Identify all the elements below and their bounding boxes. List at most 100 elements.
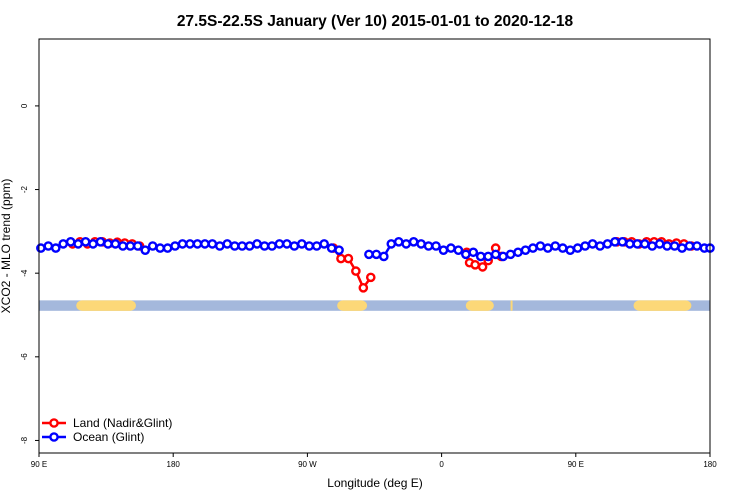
ocean-point [73,239,83,249]
ocean-point [654,239,665,249]
x-tick-label: 180 [167,460,181,469]
ocean-point [520,245,531,255]
legend-label: Ocean (Glint) [73,430,144,444]
ocean-point [580,241,590,251]
ocean-point [543,243,553,253]
plot-frame [38,38,711,454]
x-tick-label: 90 W [298,460,317,469]
ocean-point [207,239,218,249]
ocean-point [222,239,233,249]
legend-label: Land (Nadir&Glint) [73,416,172,430]
ocean-point [58,239,69,249]
x-tick-label: 180 [703,460,717,469]
ocean-point [647,241,658,251]
land-band-segment [76,300,136,311]
ocean-point [416,239,426,249]
ocean-point [140,245,151,255]
y-tick-label: -4 [20,269,29,277]
ocean-point [297,239,307,249]
ocean-point [192,239,203,249]
legend-swatch-marker [49,418,59,428]
ocean-point [177,239,188,249]
ocean-point [43,241,54,251]
y-tick-label: -8 [20,436,29,444]
ocean-point [490,249,501,260]
land-band-segment [465,300,494,311]
land-point [343,253,354,264]
ocean-point [393,237,404,247]
ocean-point [379,251,389,262]
land-band-segment [510,300,513,311]
ocean-point [103,239,113,249]
ocean-point [528,243,538,253]
ocean-point [639,239,650,249]
ocean-point [632,239,643,249]
ocean-point [326,243,337,253]
ocean-point [252,239,262,249]
ocean-point [692,241,702,251]
ocean-point [267,241,277,251]
ocean-point [214,241,225,251]
ocean-point [431,241,441,251]
ocean-point [401,239,411,249]
ocean-point [662,241,672,251]
land-point [358,283,369,293]
ocean-point [557,243,568,253]
ocean-point [282,239,292,249]
ocean-point [386,239,397,249]
ocean-point [50,243,61,253]
ocean-point [132,241,143,251]
ocean-point [677,243,687,253]
ocean-point [595,241,605,251]
ocean-point [423,241,434,251]
land-point [336,253,346,264]
ocean-point [587,239,598,249]
ocean-point [229,241,240,251]
ocean-point [118,241,128,251]
ocean-point [453,245,464,255]
ocean-point [319,239,329,249]
ocean-point [498,251,508,262]
ocean-point [155,243,165,253]
x-tick-label: 90 E [31,460,47,469]
land-point [470,260,480,270]
x-tick-label: 0 [439,460,444,469]
land-point [351,266,361,276]
ocean-point [65,237,76,247]
land-band-segment [337,300,368,311]
ocean-point [550,241,561,251]
ocean-point [669,241,680,251]
legend-item-ocean: Ocean (Glint) [42,430,144,444]
ocean-point [475,251,486,262]
ocean-point [95,237,106,247]
ocean-point [565,245,576,255]
ocean-point [408,237,419,247]
series-layer [36,237,715,293]
ocean-point [468,247,479,258]
legend-swatch-marker [49,432,59,442]
y-tick-label: -6 [20,353,29,361]
ocean-band [39,300,710,311]
legend-item-land: Land (Nadir&Glint) [42,416,172,430]
ocean-point [684,241,695,251]
ocean-point [535,241,546,251]
ocean-point [237,241,247,251]
ocean-point [304,241,315,251]
chart-title: 27.5S-22.5S January (Ver 10) 2015-01-01 … [177,13,574,30]
x-axis: 90 E 180 90 W 0 90 E 180 [31,453,717,469]
ocean-point [617,237,628,247]
ocean-point [483,251,493,262]
y-tick-label: -2 [20,185,29,193]
ocean-point [259,241,270,251]
ocean-point [572,243,583,253]
y-tick-label: 0 [20,103,29,108]
ocean-point [505,249,516,260]
legend: Land (Nadir&Glint)Ocean (Glint) [42,416,172,444]
ocean-point [446,243,456,253]
x-tick-label: 90 E [568,460,584,469]
land-band-segment [633,300,692,311]
land-point [477,262,488,272]
x-axis-label: Longitude (deg E) [327,476,422,490]
ocean-point [80,237,91,247]
